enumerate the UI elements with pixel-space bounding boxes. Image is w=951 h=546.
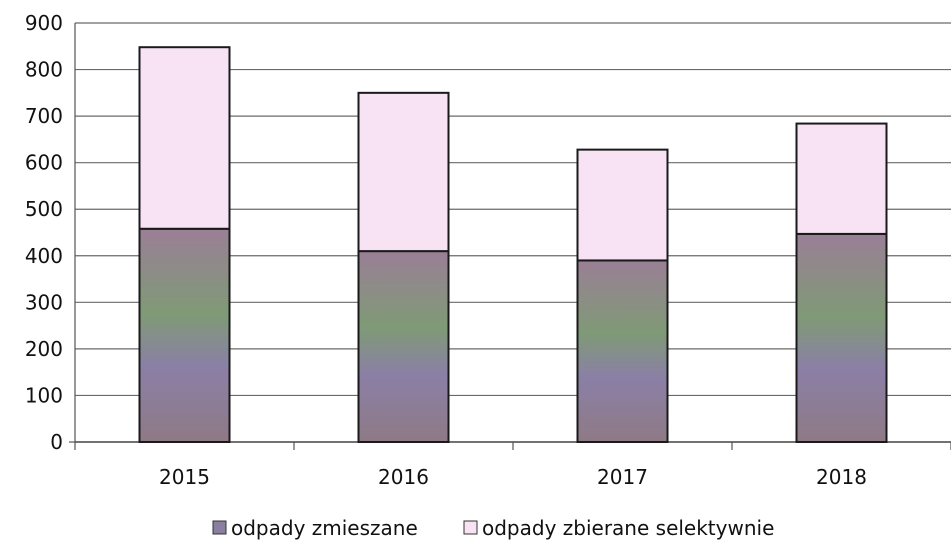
y-tick-label: 700 (25, 104, 63, 128)
bar-segment-mixed (795, 232, 888, 443)
y-tick-label: 100 (25, 383, 63, 407)
y-tick-label: 400 (25, 244, 63, 268)
y-tick-label: 200 (25, 337, 63, 361)
y-tick-label: 800 (25, 58, 63, 82)
x-axis: 2015 2016 2017 2018 (74, 441, 951, 489)
bars (138, 46, 888, 443)
y-tick-label: 900 (25, 11, 63, 35)
legend: odpady zmieszane odpady zbierane selektyw… (212, 516, 774, 540)
legend-label: odpady zbierane selektywnie (482, 516, 774, 540)
y-tick-label: 300 (25, 290, 63, 314)
x-tick-label: 2017 (597, 465, 648, 489)
legend-swatch-selective (463, 520, 478, 535)
legend-swatch-mixed (212, 520, 227, 535)
bar-segment-selective (576, 148, 669, 262)
bar-segment-mixed (357, 250, 450, 443)
x-tick-label: 2015 (159, 465, 210, 489)
y-tick-label: 500 (25, 197, 63, 221)
y-axis: 0 100 200 300 400 500 600 700 800 900 (25, 11, 76, 454)
bar-segment-mixed (138, 227, 231, 443)
y-tick-label: 0 (50, 430, 63, 454)
x-tick-label: 2018 (816, 465, 867, 489)
bar-segment-mixed (576, 259, 669, 443)
bar-segment-selective (357, 91, 450, 253)
bar-segment-selective (138, 46, 231, 230)
x-tick-label: 2016 (378, 465, 429, 489)
legend-label: odpady zmieszane (231, 516, 418, 540)
bar-segment-selective (795, 122, 888, 235)
y-tick-label: 600 (25, 151, 63, 175)
